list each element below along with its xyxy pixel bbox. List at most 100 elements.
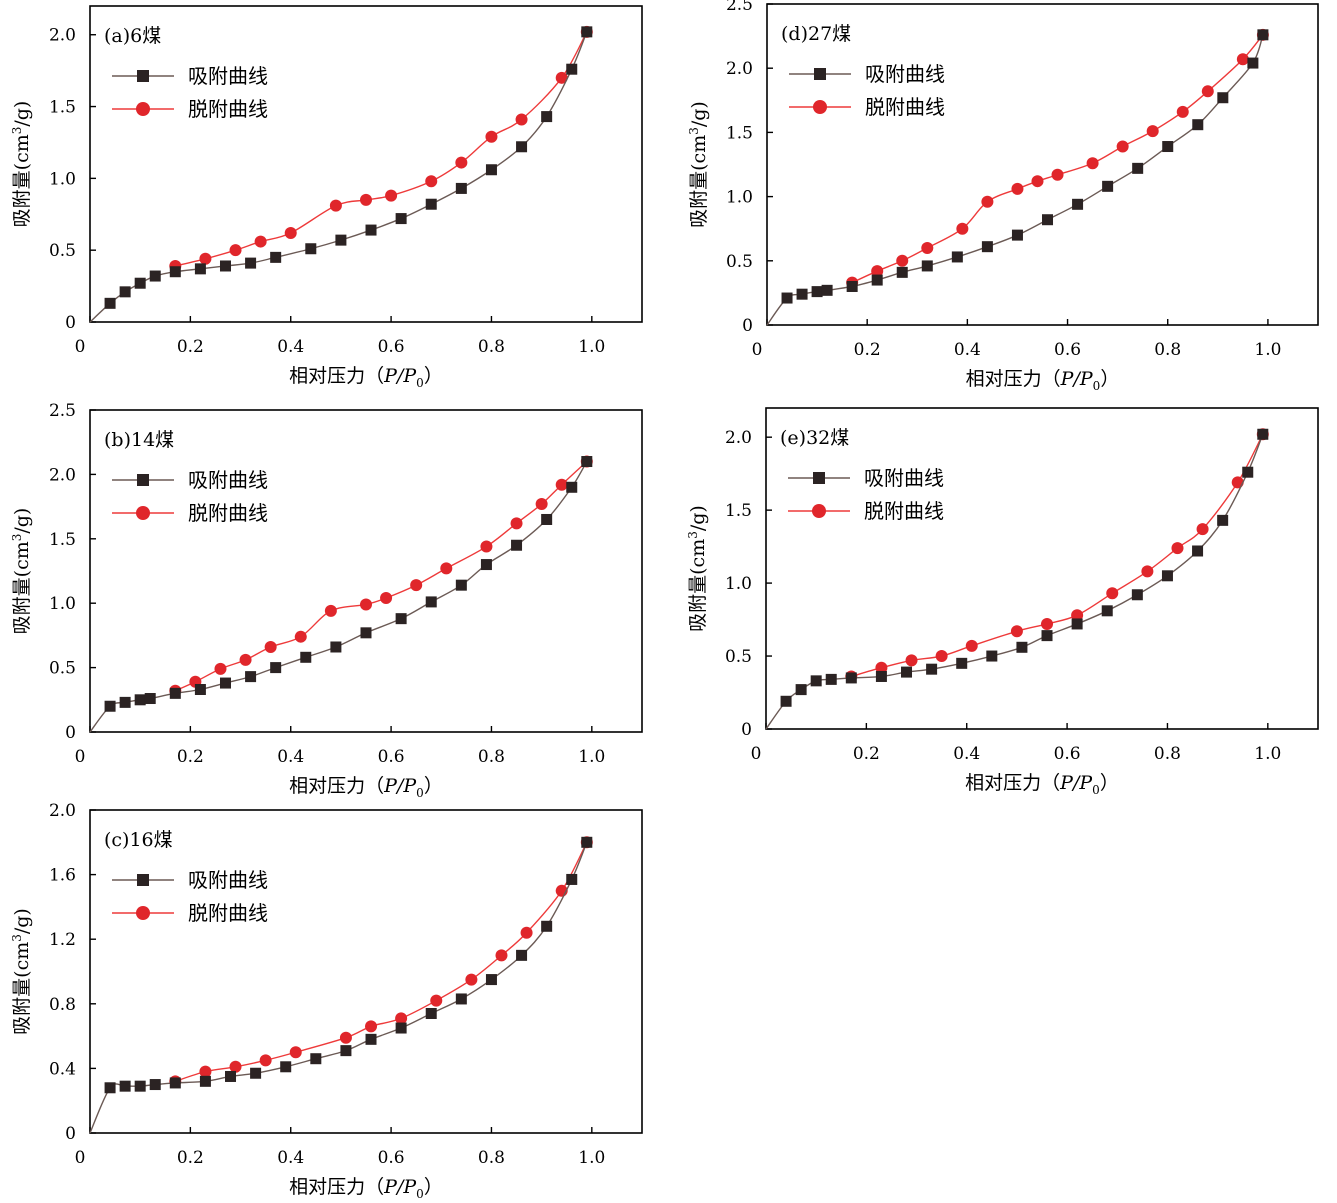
desorption-point [294,630,307,643]
legend-circle-marker [136,506,150,520]
adsorption-point [270,251,282,263]
y-tick-label: 1.5 [725,501,752,521]
desorption-point [410,579,423,592]
y-tick-label: 0 [65,723,76,743]
adsorption-point [340,1045,352,1057]
adsorption-point [425,198,437,210]
x-axis-title-slash: / [395,775,405,797]
y-tick-label: 2.0 [49,801,76,821]
desorption-point [1106,587,1119,600]
adsorption-point [875,670,887,682]
adsorption-point [541,111,553,123]
adsorption-point [956,657,968,669]
desorption-series [169,25,593,272]
adsorption-point [119,696,131,708]
x-tick-label: 0.8 [478,1148,505,1168]
desorption-point [229,244,242,257]
x-tick-label: 0 [75,747,86,767]
adsorption-point [395,213,407,225]
legend-label: 脱附曲线 [865,95,945,119]
y-tick-label: 1.0 [726,188,753,208]
adsorption-point [871,274,883,286]
adsorption-point [1042,214,1054,226]
adsorption-point [581,456,593,468]
x-axis-title-sub: 0 [1093,379,1101,393]
adsorption-point [480,559,492,571]
y-axis-title-sup: 3 [686,531,700,539]
plot-frame [89,5,643,323]
adsorption-point [1217,92,1229,104]
adsorption-point [1257,428,1269,440]
desorption-point [289,1046,302,1059]
desorption-point [339,1031,352,1044]
adsorption-point [825,673,837,685]
x-axis-title-close: ） [1100,368,1119,390]
y-tick-label: 2.5 [726,0,753,15]
desorption-point [264,640,277,653]
adsorption-point [1162,141,1174,153]
x-axis-title-close: ） [424,1176,443,1198]
y-tick-label: 0.4 [49,1059,76,1079]
adsorption-point [219,677,231,689]
x-tick-label: 0.4 [277,337,304,357]
adsorption-point [169,687,181,699]
y-tick-label: 2.0 [49,465,76,485]
adsorption-point [194,263,206,275]
adsorption-point [119,286,131,298]
desorption-line [175,461,588,692]
legend-square-marker [813,472,825,484]
legend-square-marker [137,70,149,82]
desorption-point [935,650,948,663]
adsorption-point [119,1080,131,1092]
x-tick-label: 0.8 [1154,340,1181,360]
desorption-point [324,604,337,617]
adsorption-point [566,873,578,885]
adsorption-point [169,1077,181,1089]
x-axis-title-p: P [383,365,398,387]
x-tick-label: 0.2 [177,1148,204,1168]
y-tick-label: 1.5 [49,530,76,550]
adsorption-point [581,836,593,848]
adsorption-point [1247,57,1259,69]
x-axis-title-main: 相对压力（ [965,772,1060,794]
adsorption-point [305,243,317,255]
desorption-point [495,949,508,962]
x-tick-label: 1.0 [578,337,605,357]
y-tick-label: 1.6 [49,866,76,886]
desorption-point [555,478,568,491]
desorption-point [259,1054,272,1067]
adsorption-series [89,456,593,733]
x-tick-label: 1.0 [1254,744,1281,764]
y-axis-title-tail: /g) [687,505,709,531]
y-tick-label: 1.0 [49,169,76,189]
legend-label: 脱附曲线 [864,499,944,523]
x-axis-title-slash: / [395,1176,405,1198]
y-tick-label: 0 [65,1124,76,1144]
adsorption-point [149,1079,161,1091]
adsorption-point [365,1033,377,1045]
desorption-point [329,199,342,212]
adsorption-point [144,693,156,705]
legend-label: 吸附曲线 [188,868,268,892]
legend-label: 脱附曲线 [188,901,268,925]
panel-label: (e)32煤 [780,427,849,449]
adsorption-point [1217,514,1229,526]
x-axis-title-slash: / [1071,368,1081,390]
adsorption-point [104,700,116,712]
y-tick-label: 2.0 [726,59,753,79]
desorption-point [1031,175,1044,188]
legend-circle-marker [136,906,150,920]
adsorption-point [926,663,938,675]
adsorption-point [245,671,257,683]
adsorption-point [1071,618,1083,630]
adsorption-point [225,1070,237,1082]
adsorption-point [104,297,116,309]
desorption-point [480,540,493,553]
plot-frame [89,409,643,733]
adsorption-point [1102,180,1114,192]
desorption-point [555,71,568,84]
adsorption-point [921,260,933,272]
panel-label: (b)14煤 [104,429,174,451]
legend-circle-marker [136,102,150,116]
